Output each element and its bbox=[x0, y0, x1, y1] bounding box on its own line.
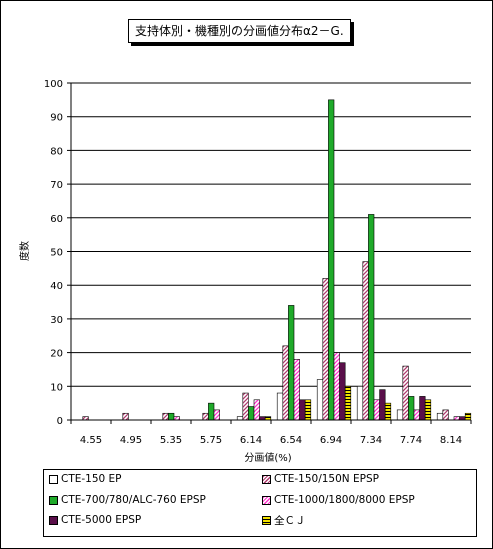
bar bbox=[402, 365, 409, 421]
bar bbox=[464, 412, 472, 421]
bar bbox=[304, 399, 312, 421]
bar bbox=[453, 416, 460, 421]
x-tick-label: 7.34 bbox=[360, 435, 382, 446]
y-axis-label: 度数 bbox=[18, 241, 31, 261]
bar bbox=[213, 409, 220, 421]
y-tick-label: 10 bbox=[50, 382, 63, 393]
x-tick-label: 5.75 bbox=[200, 435, 222, 446]
y-tick-label: 0 bbox=[57, 416, 63, 427]
x-tick-label: 6.94 bbox=[320, 435, 342, 446]
bar bbox=[333, 352, 340, 421]
bar bbox=[344, 385, 352, 421]
x-axis-label: 分画値(%) bbox=[244, 451, 291, 464]
legend-label: CTE-150 EP bbox=[61, 473, 122, 485]
bar bbox=[339, 362, 346, 421]
bar bbox=[248, 406, 255, 421]
bar bbox=[282, 345, 289, 421]
bar bbox=[459, 416, 466, 421]
y-tick-label: 40 bbox=[50, 281, 63, 292]
bar bbox=[373, 399, 380, 421]
legend-swatch bbox=[262, 474, 271, 484]
legend-swatch bbox=[49, 495, 58, 505]
bar bbox=[288, 305, 295, 421]
legend-item: 全ＣＪ bbox=[262, 513, 306, 527]
legend-item: CTE-1000/1800/8000 EPSP bbox=[262, 493, 415, 507]
chart-title: 支持体別・機種別の分画値分布α2－G. bbox=[128, 19, 351, 43]
y-tick-label: 60 bbox=[50, 214, 63, 225]
legend-swatch bbox=[49, 474, 58, 484]
legend-label: CTE-1000/1800/8000 EPSP bbox=[274, 494, 415, 506]
x-tick-label: 5.35 bbox=[160, 435, 182, 446]
legend-label: 全ＣＪ bbox=[274, 514, 306, 527]
bar bbox=[379, 389, 386, 421]
bar bbox=[82, 416, 89, 421]
bar bbox=[168, 412, 175, 421]
legend-item: CTE-5000 EPSP bbox=[49, 513, 141, 527]
y-tick-label: 100 bbox=[44, 79, 63, 90]
x-tick-label: 6.14 bbox=[240, 435, 262, 446]
y-tick-label: 70 bbox=[50, 180, 63, 191]
legend-label: CTE-5000 EPSP bbox=[61, 514, 142, 526]
legend-swatch bbox=[262, 515, 271, 525]
x-tick-label: 4.95 bbox=[120, 435, 142, 446]
bar bbox=[293, 359, 300, 421]
legend-label: CTE-150/150N EPSP bbox=[274, 473, 379, 485]
x-tick-label: 7.74 bbox=[400, 435, 422, 446]
legend-swatch bbox=[262, 495, 271, 505]
y-tick-label: 50 bbox=[50, 248, 63, 259]
bar bbox=[236, 416, 244, 421]
bar bbox=[368, 214, 375, 421]
x-tick-label: 6.54 bbox=[280, 435, 302, 446]
x-tick-label: 4.55 bbox=[80, 435, 102, 446]
bar bbox=[162, 412, 169, 421]
bar bbox=[173, 416, 180, 421]
bar bbox=[436, 412, 444, 421]
bar bbox=[384, 402, 392, 421]
bar bbox=[328, 99, 335, 421]
bar bbox=[419, 396, 426, 421]
bar bbox=[424, 399, 432, 421]
bar bbox=[322, 278, 329, 421]
y-tick-label: 20 bbox=[50, 349, 63, 360]
x-tick-label: 8.14 bbox=[440, 435, 462, 446]
bar bbox=[242, 392, 249, 421]
bar bbox=[208, 402, 215, 421]
bar bbox=[253, 399, 260, 421]
bar bbox=[362, 261, 369, 421]
bar bbox=[202, 412, 209, 421]
legend-item: CTE-150/150N EPSP bbox=[262, 472, 379, 486]
chart-legend: CTE-150 EP CTE-150/150N EPSP CTE-700/780/A… bbox=[43, 469, 477, 537]
bar bbox=[442, 409, 449, 421]
bar bbox=[316, 379, 324, 421]
legend-item: CTE-700/780/ALC-760 EPSP bbox=[49, 493, 206, 507]
y-tick-label: 30 bbox=[50, 315, 63, 326]
legend-swatch bbox=[49, 515, 58, 525]
bar bbox=[122, 412, 129, 421]
bar bbox=[259, 416, 266, 421]
bar bbox=[264, 416, 272, 421]
bar bbox=[413, 409, 420, 421]
legend-item: CTE-150 EP bbox=[49, 472, 122, 486]
legend-label: CTE-700/780/ALC-760 EPSP bbox=[61, 494, 206, 506]
y-tick-label: 80 bbox=[50, 146, 63, 157]
bar bbox=[276, 392, 284, 421]
y-tick-label: 90 bbox=[50, 113, 63, 124]
bar bbox=[396, 409, 404, 421]
bar bbox=[299, 399, 306, 421]
bar bbox=[356, 385, 364, 421]
bar bbox=[408, 396, 415, 421]
